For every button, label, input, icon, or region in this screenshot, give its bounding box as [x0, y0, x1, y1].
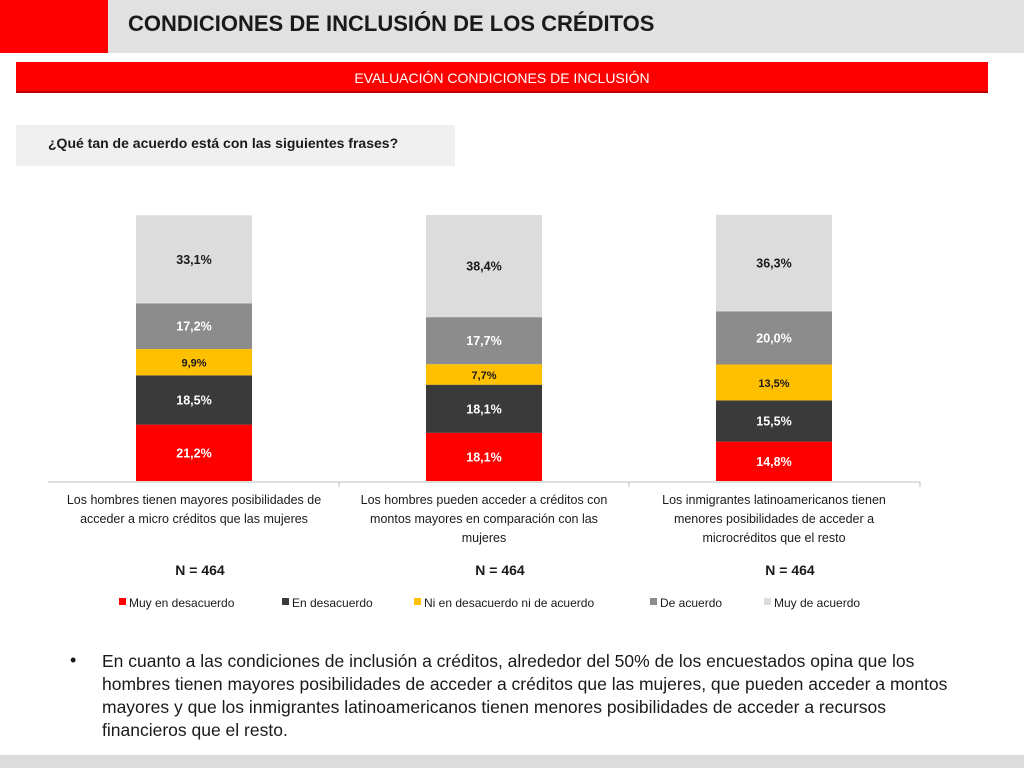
bar-segment: [136, 215, 252, 304]
data-label: 20,0%: [756, 331, 791, 345]
data-label: 7,7%: [471, 370, 496, 382]
data-label: 36,3%: [756, 257, 791, 271]
bar-segment: [426, 364, 542, 385]
chart-legend: Muy en desacuerdo En desacuerdo Ni en desa…: [119, 596, 860, 610]
legend-swatch: [282, 598, 289, 605]
bar-segment: [136, 375, 252, 425]
category-label: Los hombres tienen mayores posibilidades…: [67, 493, 321, 526]
bar-segment: [716, 441, 832, 481]
data-label: 33,1%: [176, 253, 211, 267]
sample-size-label: N = 464: [175, 562, 225, 578]
data-label: 18,1%: [466, 402, 501, 416]
legend-swatch: [650, 598, 657, 605]
bar-segment: [426, 215, 542, 318]
data-label: 18,5%: [176, 394, 211, 408]
bullet-icon: •: [70, 650, 77, 670]
footer-band: [0, 755, 1024, 768]
bar-segment: [136, 424, 252, 481]
bar-segment: [426, 317, 542, 365]
page-title: CONDICIONES DE INCLUSIÓN DE LOS CRÉDITOS: [128, 11, 655, 36]
data-label: 17,7%: [466, 334, 501, 348]
section-bar: EVALUACIÓN CONDICIONES DE INCLUSIÓN: [16, 62, 988, 93]
data-label: 15,5%: [756, 415, 791, 429]
legend-swatch: [764, 598, 771, 605]
chart-axis: [48, 481, 921, 487]
category-label: Los inmigrantes latinoamericanos tienen m…: [662, 493, 886, 545]
bar-segment: [716, 311, 832, 365]
data-label: 9,9%: [181, 358, 206, 370]
bar-segment: [716, 364, 832, 401]
sample-size-label: N = 464: [765, 562, 815, 578]
bar-segment: [136, 349, 252, 376]
data-label: 14,8%: [756, 455, 791, 469]
data-label: 13,5%: [758, 378, 789, 390]
category-label: Los hombres pueden acceder a créditos co…: [361, 493, 608, 545]
legend-label: Ni en desacuerdo ni de acuerdo: [424, 596, 594, 610]
legend-swatch: [119, 598, 126, 605]
data-label: 18,1%: [466, 450, 501, 464]
chart-bars: 21,2% 18,5% 9,9% 17,2% 33,1% 18,1% 18,1% 7,7% 17…: [136, 214, 832, 481]
bar-segment: [426, 432, 542, 481]
legend-label: De acuerdo: [660, 596, 722, 610]
bar-segment: [136, 303, 252, 350]
chart-sample-sizes: N = 464 N = 464 N = 464: [175, 562, 815, 578]
bar-segment: [426, 384, 542, 433]
legend-label: Muy de acuerdo: [774, 596, 860, 610]
chart-categories: Los hombres tienen mayores posibilidades…: [67, 493, 886, 545]
question-box: ¿Qué tan de acuerdo está con las siguien…: [16, 125, 455, 166]
legend-label: Muy en desacuerdo: [129, 596, 235, 610]
bar-segment: [716, 400, 832, 442]
data-label: 38,4%: [466, 260, 501, 274]
question-label: ¿Qué tan de acuerdo está con las siguien…: [48, 135, 399, 151]
section-label: EVALUACIÓN CONDICIONES DE INCLUSIÓN: [354, 70, 650, 86]
brand-accent-block: [0, 0, 108, 53]
data-label: 21,2%: [176, 446, 211, 460]
summary-text: En cuanto a las condiciones de inclusión…: [102, 651, 948, 740]
sample-size-label: N = 464: [475, 562, 525, 578]
bar-segment: [716, 214, 832, 312]
stacked-bar-chart: 21,2% 18,5% 9,9% 17,2% 33,1% 18,1% 18,1% 7,7% 17…: [48, 214, 921, 610]
header-band: [0, 0, 1024, 53]
legend-swatch: [414, 598, 421, 605]
data-label: 17,2%: [176, 320, 211, 334]
legend-label: En desacuerdo: [292, 596, 373, 610]
